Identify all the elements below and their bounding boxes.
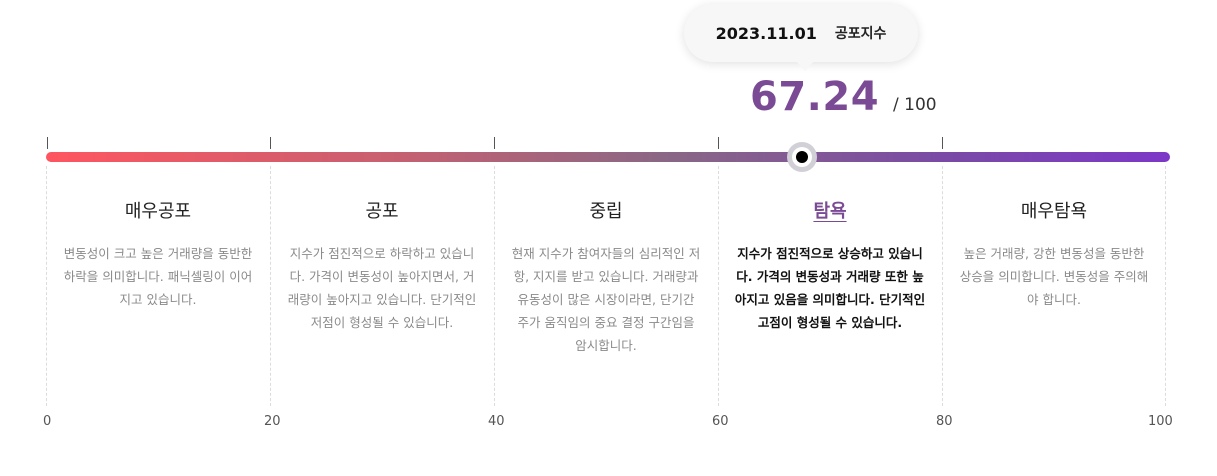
category-very-greed: 매우탐욕 높은 거래량, 강한 변동성을 동반한 상승을 의미합니다. 변동성을…: [954, 200, 1154, 311]
axis-label-100: 100: [1148, 414, 1173, 429]
marker-dot: [795, 151, 808, 163]
axis-label-60: 60: [712, 414, 729, 429]
tick-mark: [494, 137, 495, 149]
column-separator: [494, 166, 495, 406]
tick-mark: [47, 137, 48, 149]
index-value: 67.24 / 100: [750, 74, 937, 120]
tick-mark: [942, 137, 943, 149]
category-description: 높은 거래량, 강한 변동성을 동반한 상승을 의미합니다. 변동성을 주의해야…: [959, 246, 1149, 307]
category-neutral: 중립 현재 지수가 참여자들의 심리적인 저항, 지지를 받고 있습니다. 거래…: [506, 200, 706, 357]
category-very-fear: 매우공포 변동성이 크고 높은 거래량을 동반한 하락을 의미합니다. 패닉셀링…: [58, 200, 258, 311]
column-separator: [46, 166, 47, 406]
category-fear: 공포 지수가 점진적으로 하락하고 있습니다. 가격이 변동성이 높아지면서, …: [282, 200, 482, 334]
category-description: 지수가 점진적으로 하락하고 있습니다. 가격이 변동성이 높아지면서, 거래량…: [287, 246, 477, 330]
category-greed: 탐욕 지수가 점진적으로 상승하고 있습니다. 가격의 변동성과 거래량 또한 …: [730, 200, 930, 334]
column-separator: [718, 166, 719, 406]
category-title: 공포: [365, 201, 399, 222]
index-value-max: / 100: [893, 95, 937, 115]
gauge-bar: [46, 152, 1170, 162]
axis-label-80: 80: [936, 414, 953, 429]
tooltip-label: 공포지수: [834, 26, 887, 42]
category-title: 매우탐욕: [1020, 201, 1088, 222]
category-description: 변동성이 크고 높은 거래량을 동반한 하락을 의미합니다. 패닉셀링이 이어지…: [63, 246, 253, 307]
tick-mark: [718, 137, 719, 149]
category-description: 현재 지수가 참여자들의 심리적인 저항, 지지를 받고 있습니다. 거래량과 …: [511, 246, 701, 353]
column-separator: [1165, 166, 1166, 406]
tooltip-date: 2023.11.01: [715, 23, 817, 43]
axis-label-0: 0: [43, 414, 52, 429]
category-title: 매우공포: [124, 201, 192, 222]
date-tooltip: 2023.11.01 공포지수: [684, 4, 918, 71]
marker-inner: [791, 147, 812, 167]
axis-label-20: 20: [264, 414, 281, 429]
tick-mark: [270, 137, 271, 149]
gauge-marker[interactable]: [786, 142, 817, 172]
column-separator: [270, 166, 271, 406]
category-title: 중립: [589, 201, 623, 222]
category-title[interactable]: 탐욕: [813, 201, 847, 222]
column-separator: [942, 166, 943, 406]
axis-label-40: 40: [488, 414, 505, 429]
index-value-number: 67.24: [750, 74, 880, 120]
category-description: 지수가 점진적으로 상승하고 있습니다. 가격의 변동성과 거래량 또한 높아지…: [734, 246, 926, 330]
